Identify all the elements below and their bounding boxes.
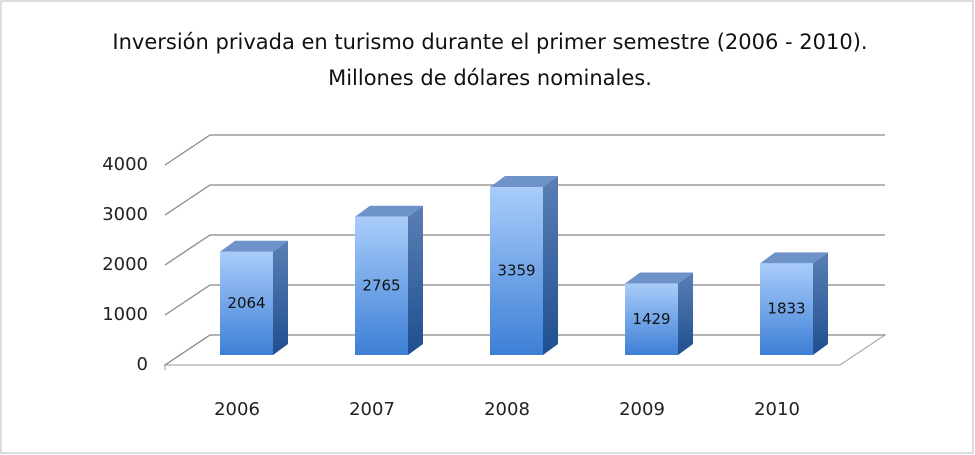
y-tick-label: 2000 (102, 254, 148, 275)
y-tick-label: 0 (137, 354, 148, 375)
grid-line (164, 134, 885, 166)
grid-line (164, 184, 885, 216)
y-tick-label: 4000 (102, 154, 148, 175)
bar (355, 216, 408, 355)
value-label: 1833 (767, 300, 805, 318)
x-tick-label: 2008 (484, 399, 530, 420)
value-label: 2064 (227, 294, 265, 312)
y-tick-label: 1000 (102, 304, 148, 325)
bar-side (678, 272, 693, 355)
x-tick-label: 2007 (349, 399, 395, 420)
bar-top (355, 205, 423, 217)
grid-line (164, 234, 885, 266)
value-label: 1429 (632, 310, 670, 328)
bar-side (408, 205, 423, 355)
bar-top (760, 252, 828, 264)
x-tick-label: 2010 (754, 399, 800, 420)
bar-top (220, 240, 288, 252)
bar-side (273, 240, 288, 355)
bar (490, 187, 543, 355)
bar (760, 263, 813, 355)
bar (625, 283, 678, 355)
bar-top (625, 272, 693, 284)
bar-top (490, 176, 558, 188)
x-tick-label: 2009 (619, 399, 665, 420)
value-label: 3359 (497, 262, 535, 280)
bar-side (543, 176, 558, 355)
bar (220, 251, 273, 355)
y-tick-label: 3000 (102, 204, 148, 225)
bar-side (813, 252, 828, 355)
value-label: 2765 (362, 276, 400, 294)
x-tick-label: 2006 (214, 399, 260, 420)
chart-title: Inversión privada en turismo durante el … (112, 30, 868, 90)
